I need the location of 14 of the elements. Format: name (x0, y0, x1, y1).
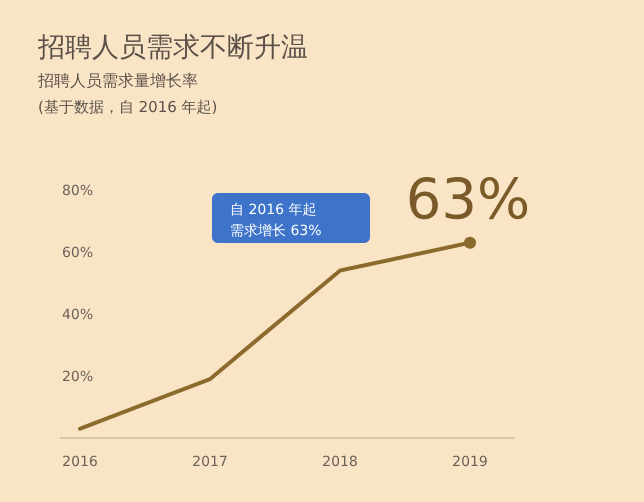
text: (基于数据，自 2016 年起) (38, 98, 218, 116)
chart-subtitle: 招聘人员需求量增长率 (37, 71, 198, 90)
x-tick-label: 2018 (322, 454, 358, 470)
x-tick-label: 2016 (62, 454, 98, 470)
y-tick-label: 20% (62, 369, 94, 385)
y-tick-label: 80% (62, 183, 94, 199)
x-tick-label: 2019 (452, 454, 488, 470)
chart-title: 招聘人员需求不断升温 (37, 32, 308, 63)
x-tick-label: 2017 (192, 454, 228, 470)
annotation: 63% (406, 168, 530, 233)
y-tick-label: 40% (62, 307, 94, 323)
y-tick-label: 60% (62, 245, 94, 261)
annotation: 自 2016 年起 (230, 202, 317, 218)
annotation: 需求增长 63% (230, 223, 322, 239)
